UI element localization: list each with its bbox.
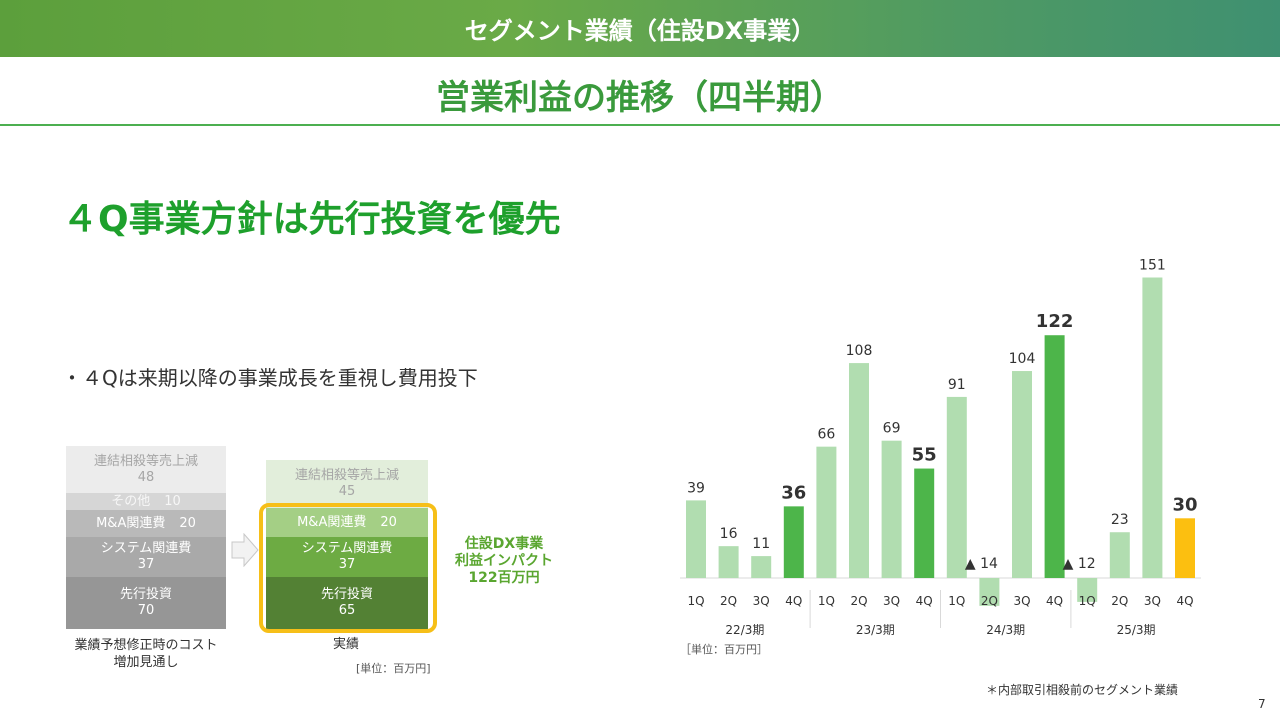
impact-line3: 122百万円 bbox=[468, 570, 540, 586]
forecast-caption-line2: 増加見通し bbox=[113, 655, 179, 670]
forecast-caption: 業績予想修正時のコスト 増加見通し bbox=[50, 637, 242, 671]
actual-block-label: 先行投資 bbox=[320, 587, 373, 602]
chart-bar bbox=[783, 506, 804, 578]
chart-data-label: 151 bbox=[1139, 258, 1166, 274]
forecast-block-value: 48 bbox=[137, 469, 155, 485]
chart-bar bbox=[686, 500, 706, 578]
actual-block-value: 37 bbox=[338, 557, 356, 572]
bullet-text: ・４Qは来期以降の事業成長を重視し費用投下 bbox=[62, 366, 478, 390]
chart-data-label: 66 bbox=[817, 427, 835, 443]
chart-data-label: 16 bbox=[720, 526, 738, 542]
forecast-block-value: 37 bbox=[137, 557, 155, 572]
banner-title: セグメント業績（住設DX事業） bbox=[0, 0, 1280, 57]
chart-data-label: 30 bbox=[1172, 494, 1197, 515]
chart-x-tick-label: 3Q bbox=[883, 594, 900, 608]
actual-block-investment: 先行投資 65 bbox=[266, 577, 428, 629]
forecast-block-label: システム関連費 bbox=[100, 541, 192, 556]
chart-data-label: ▲ 14 bbox=[965, 556, 998, 572]
chart-data-label: 108 bbox=[846, 343, 873, 359]
chart-group-label: 22/3期 bbox=[725, 623, 764, 637]
actual-block-ma: M&A関連費 20 bbox=[266, 508, 428, 537]
forecast-block-other: その他 10 bbox=[66, 493, 226, 510]
chart-x-tick-label: 2Q bbox=[981, 594, 998, 608]
chart-bar bbox=[946, 396, 967, 578]
chart-bar bbox=[849, 363, 869, 578]
chart-data-label: 104 bbox=[1009, 351, 1036, 367]
actual-block-value: 45 bbox=[338, 484, 356, 499]
chart-x-tick-label: 2Q bbox=[850, 594, 867, 608]
chart-bar bbox=[1077, 578, 1098, 602]
chart-x-tick-label: 4Q bbox=[785, 594, 802, 608]
impact-line1: 住設DX事業 bbox=[464, 536, 544, 552]
chart-x-tick-label: 1Q bbox=[1079, 594, 1096, 608]
breakdown-unit-label: [単位：百万円] bbox=[356, 662, 431, 675]
actual-block-label: M&A関連費 bbox=[297, 514, 367, 530]
chart-bar bbox=[718, 546, 739, 578]
chart-bar bbox=[979, 578, 1000, 606]
footnote: ＊内部取引相殺前のセグメント業績 bbox=[986, 683, 1179, 697]
chart-bar bbox=[1109, 532, 1130, 578]
actual-block-label: 連結相殺等売上減 bbox=[294, 468, 399, 483]
forecast-block-consolidation: 連結相殺等売上減 48 bbox=[66, 446, 226, 493]
chart-x-tick-label: 1Q bbox=[818, 594, 835, 608]
chart-x-tick-label: 2Q bbox=[720, 594, 737, 608]
chart-x-tick-label: 3Q bbox=[1013, 594, 1030, 608]
title-divider bbox=[0, 124, 1280, 126]
chart-bar bbox=[881, 440, 902, 578]
chart-data-label: ▲ 12 bbox=[1063, 556, 1096, 572]
chart-x-tick-label: 3Q bbox=[753, 594, 770, 608]
chart-data-label: 11 bbox=[752, 536, 770, 552]
forecast-block-ma: M&A関連費 20 bbox=[66, 510, 226, 537]
chart-group-label: 24/3期 bbox=[986, 623, 1025, 637]
forecast-caption-line1: 業績予想修正時のコスト bbox=[74, 638, 218, 653]
forecast-block-label: 先行投資 bbox=[119, 587, 172, 602]
forecast-block-system: システム関連費 37 bbox=[66, 537, 226, 577]
actual-block-value: 20 bbox=[380, 514, 397, 530]
actual-block-consolidation: 連結相殺等売上減 45 bbox=[266, 460, 428, 508]
forecast-block-investment: 先行投資 70 bbox=[66, 577, 226, 629]
forecast-block-label: その他 bbox=[111, 493, 151, 509]
actual-block-value: 65 bbox=[338, 603, 356, 618]
chart-bar bbox=[816, 446, 837, 578]
chart-x-tick-label: 3Q bbox=[1144, 594, 1161, 608]
actual-block-system: システム関連費 37 bbox=[266, 537, 428, 577]
chart-data-label: 91 bbox=[948, 377, 966, 393]
impact-line2: 利益インパクト bbox=[455, 553, 553, 569]
chart-bar bbox=[1044, 335, 1065, 578]
forecast-block-value: 10 bbox=[164, 493, 181, 509]
chart-data-label: 23 bbox=[1111, 512, 1129, 528]
chart-x-tick-label: 4Q bbox=[916, 594, 933, 608]
chart-data-label: 122 bbox=[1036, 311, 1074, 332]
chart-group-label: 25/3期 bbox=[1117, 623, 1156, 637]
headline: ４Q事業方針は先行投資を優先 bbox=[62, 199, 561, 240]
chart-bar bbox=[1142, 277, 1163, 578]
chart-bar bbox=[1175, 518, 1195, 578]
forecast-block-label: M&A関連費 bbox=[96, 515, 166, 531]
chart-bar bbox=[1012, 371, 1032, 578]
forecast-block-label: 連結相殺等売上減 bbox=[93, 453, 198, 469]
chart-data-label: 39 bbox=[687, 480, 705, 496]
page-number: 7 bbox=[1258, 697, 1266, 711]
impact-callout: 住設DX事業 利益インパクト 122百万円 bbox=[444, 536, 564, 587]
chart-bar bbox=[914, 468, 935, 578]
forecast-block-value: 20 bbox=[179, 515, 196, 531]
forecast-block-value: 70 bbox=[137, 603, 155, 618]
chart-x-tick-label: 4Q bbox=[1176, 594, 1193, 608]
chart-x-tick-label: 1Q bbox=[687, 594, 704, 608]
chart-x-tick-label: 4Q bbox=[1046, 594, 1063, 608]
chart-x-tick-label: 1Q bbox=[948, 594, 965, 608]
actual-block-label: システム関連費 bbox=[301, 541, 393, 556]
chart-unit-label: ［単位：百万円］ bbox=[680, 642, 768, 656]
chart-bar bbox=[751, 556, 772, 578]
chart-group-label: 23/3期 bbox=[856, 623, 895, 637]
chart-x-tick-label: 2Q bbox=[1111, 594, 1128, 608]
chart-data-label: 69 bbox=[883, 421, 901, 437]
impact-highlight-frame bbox=[259, 503, 437, 633]
chart-data-label: 36 bbox=[781, 482, 806, 503]
page-title: 営業利益の推移（四半期） bbox=[436, 77, 844, 118]
right-arrow-icon bbox=[231, 533, 259, 567]
actual-caption: 実績 bbox=[332, 637, 359, 652]
chart-data-label: 55 bbox=[912, 445, 937, 466]
